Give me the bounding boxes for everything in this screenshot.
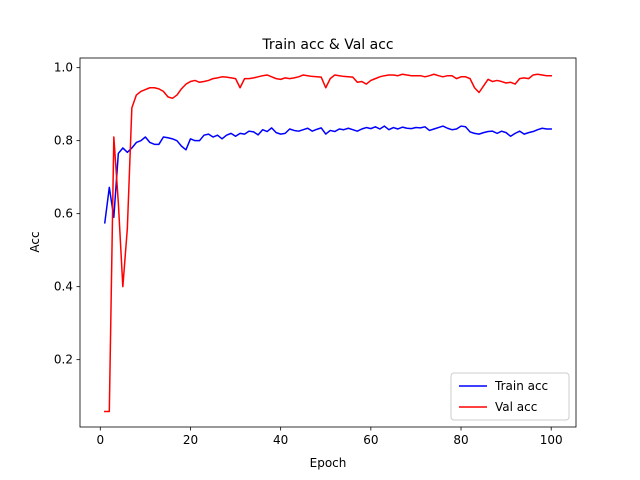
y-tick-label: 0.4 bbox=[54, 280, 73, 294]
axes-frame bbox=[79, 57, 577, 428]
x-tick-label: 60 bbox=[363, 433, 378, 447]
x-tick-label: 80 bbox=[453, 433, 468, 447]
legend-label-val-acc: Val acc bbox=[495, 400, 537, 414]
x-tick-label: 100 bbox=[540, 433, 563, 447]
y-axis-label: Acc bbox=[28, 231, 42, 252]
series-line-train-acc bbox=[103, 125, 552, 224]
legend-label-train-acc: Train acc bbox=[494, 379, 548, 393]
x-tick-label: 40 bbox=[273, 433, 288, 447]
legend-box bbox=[450, 372, 570, 421]
chart-title: Train acc & Val acc bbox=[261, 37, 393, 53]
y-tick-label: 0.8 bbox=[54, 134, 73, 148]
legend: Train acc Val acc bbox=[450, 372, 570, 421]
x-axis-label: Epoch bbox=[310, 456, 347, 470]
plot-area bbox=[103, 73, 552, 413]
x-tick-label: 20 bbox=[183, 433, 198, 447]
y-tick-label: 1.0 bbox=[54, 61, 73, 75]
x-tick-label: 0 bbox=[96, 433, 104, 447]
series-line-val-acc bbox=[104, 73, 552, 413]
y-tick-label: 0.2 bbox=[54, 353, 73, 367]
axes: 0 20 40 60 80 100 0.2 0.4 0.6 0.8 1.0 bbox=[54, 57, 577, 447]
y-tick-label: 0.6 bbox=[54, 207, 73, 221]
